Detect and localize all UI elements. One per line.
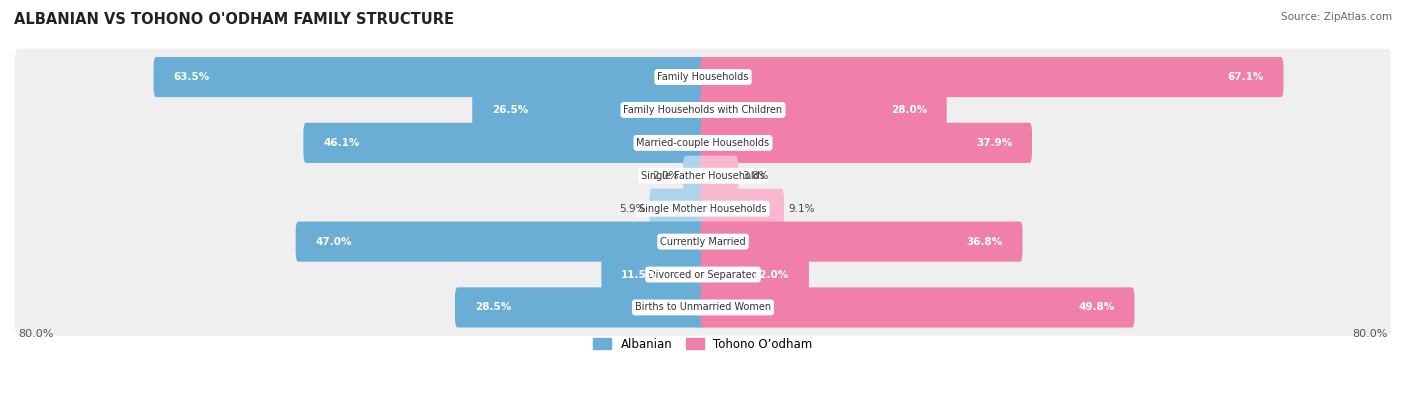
Text: Single Father Households: Single Father Households [641, 171, 765, 181]
Text: 36.8%: 36.8% [966, 237, 1002, 246]
Text: 5.9%: 5.9% [619, 204, 645, 214]
Text: 26.5%: 26.5% [492, 105, 529, 115]
FancyBboxPatch shape [15, 213, 1391, 270]
Text: 47.0%: 47.0% [315, 237, 352, 246]
Text: ALBANIAN VS TOHONO O'ODHAM FAMILY STRUCTURE: ALBANIAN VS TOHONO O'ODHAM FAMILY STRUCT… [14, 12, 454, 27]
Text: 80.0%: 80.0% [1353, 329, 1388, 339]
FancyBboxPatch shape [153, 57, 706, 97]
FancyBboxPatch shape [15, 82, 1391, 138]
FancyBboxPatch shape [700, 222, 1022, 261]
FancyBboxPatch shape [15, 279, 1391, 336]
Text: Source: ZipAtlas.com: Source: ZipAtlas.com [1281, 12, 1392, 22]
Text: 9.1%: 9.1% [789, 204, 814, 214]
Text: Births to Unmarried Women: Births to Unmarried Women [636, 303, 770, 312]
FancyBboxPatch shape [602, 254, 706, 295]
Text: 2.0%: 2.0% [652, 171, 679, 181]
FancyBboxPatch shape [15, 181, 1391, 237]
Text: Married-couple Households: Married-couple Households [637, 138, 769, 148]
FancyBboxPatch shape [700, 189, 785, 229]
FancyBboxPatch shape [304, 123, 706, 163]
FancyBboxPatch shape [650, 189, 706, 229]
FancyBboxPatch shape [700, 123, 1032, 163]
Text: 49.8%: 49.8% [1078, 303, 1115, 312]
Text: 63.5%: 63.5% [173, 72, 209, 82]
Text: 80.0%: 80.0% [18, 329, 53, 339]
FancyBboxPatch shape [15, 246, 1391, 303]
Text: Currently Married: Currently Married [661, 237, 745, 246]
Text: Family Households: Family Households [658, 72, 748, 82]
Text: 46.1%: 46.1% [323, 138, 360, 148]
Text: Divorced or Separated: Divorced or Separated [648, 269, 758, 280]
FancyBboxPatch shape [295, 222, 706, 261]
Text: 67.1%: 67.1% [1227, 72, 1264, 82]
Text: 12.0%: 12.0% [752, 269, 789, 280]
Text: 28.0%: 28.0% [890, 105, 927, 115]
Text: 37.9%: 37.9% [976, 138, 1012, 148]
FancyBboxPatch shape [472, 90, 706, 130]
FancyBboxPatch shape [700, 90, 946, 130]
FancyBboxPatch shape [700, 254, 808, 295]
Legend: Albanian, Tohono O’odham: Albanian, Tohono O’odham [589, 333, 817, 356]
Text: Single Mother Households: Single Mother Households [640, 204, 766, 214]
FancyBboxPatch shape [15, 147, 1391, 204]
FancyBboxPatch shape [700, 156, 738, 196]
Text: 28.5%: 28.5% [475, 303, 510, 312]
Text: 11.5%: 11.5% [621, 269, 658, 280]
FancyBboxPatch shape [700, 288, 1135, 327]
Text: Family Households with Children: Family Households with Children [623, 105, 783, 115]
FancyBboxPatch shape [15, 115, 1391, 171]
FancyBboxPatch shape [456, 288, 706, 327]
Text: 3.8%: 3.8% [742, 171, 769, 181]
FancyBboxPatch shape [15, 49, 1391, 105]
FancyBboxPatch shape [683, 156, 706, 196]
FancyBboxPatch shape [700, 57, 1284, 97]
